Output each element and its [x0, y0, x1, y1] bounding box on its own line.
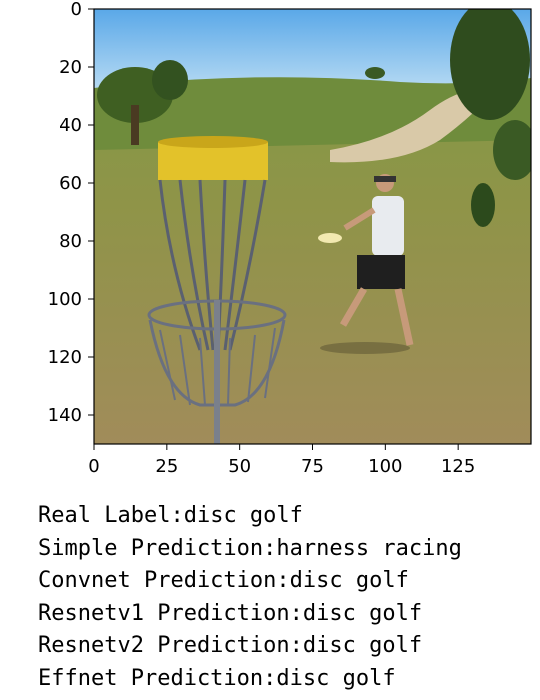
caption-value: disc golf [276, 665, 396, 691]
y-tick-label: 80 [59, 231, 82, 252]
caption-value: disc golf [302, 633, 423, 658]
caption-label: Effnet Prediction [38, 665, 264, 691]
caption-separator: : [170, 503, 184, 528]
x-tick-label: 0 [88, 456, 99, 477]
trees [97, 9, 531, 227]
caption-value: disc golf [302, 600, 423, 626]
y-tick-label: 40 [59, 115, 82, 136]
caption-value: harness racing [276, 535, 462, 561]
caption-line: Resnetv1 Prediction:disc golf [38, 598, 462, 631]
image-plot: 0 25 50 75 100 125 0 20 40 60 80 100 120 140 [48, 0, 532, 477]
prediction-captions: Real Label:disc golf Simple Prediction:ha… [38, 500, 462, 695]
photo [94, 9, 531, 444]
x-axis-ticks: 0 25 50 75 100 125 [88, 444, 475, 477]
caption-line: Simple Prediction:harness racing [38, 533, 462, 566]
caption-line: Convnet Prediction:disc golf [38, 565, 462, 598]
caption-separator: : [289, 633, 303, 658]
caption-line: Real Label:disc golf [38, 500, 462, 533]
y-tick-label: 0 [71, 0, 82, 20]
x-tick-label: 75 [301, 456, 324, 477]
caption-line: Resnetv2 Prediction:disc golf [38, 630, 462, 663]
y-axis-ticks: 0 20 40 60 80 100 120 140 [48, 0, 94, 426]
caption-label: Resnetv1 Prediction [38, 600, 290, 626]
y-tick-label: 20 [59, 57, 82, 78]
caption-separator: : [289, 600, 303, 626]
y-tick-label: 140 [48, 405, 82, 426]
caption-separator: : [276, 568, 290, 593]
caption-value: disc golf [183, 503, 303, 528]
x-tick-label: 125 [441, 456, 475, 477]
y-tick-label: 60 [59, 173, 82, 194]
caption-separator: : [263, 535, 277, 561]
player [318, 174, 414, 354]
caption-label: Convnet Prediction [38, 568, 277, 593]
disc-golf-basket [147, 136, 287, 444]
caption-label: Simple Prediction [38, 535, 264, 561]
y-tick-label: 100 [48, 289, 82, 310]
x-tick-label: 25 [155, 456, 178, 477]
y-tick-label: 120 [48, 347, 82, 368]
caption-value: disc golf [289, 568, 409, 593]
caption-label: Real Label [38, 503, 171, 528]
caption-separator: : [263, 665, 277, 691]
x-tick-label: 50 [228, 456, 251, 477]
caption-line: Effnet Prediction:disc golf [38, 663, 462, 696]
x-tick-label: 100 [368, 456, 402, 477]
caption-label: Resnetv2 Prediction [38, 633, 290, 658]
